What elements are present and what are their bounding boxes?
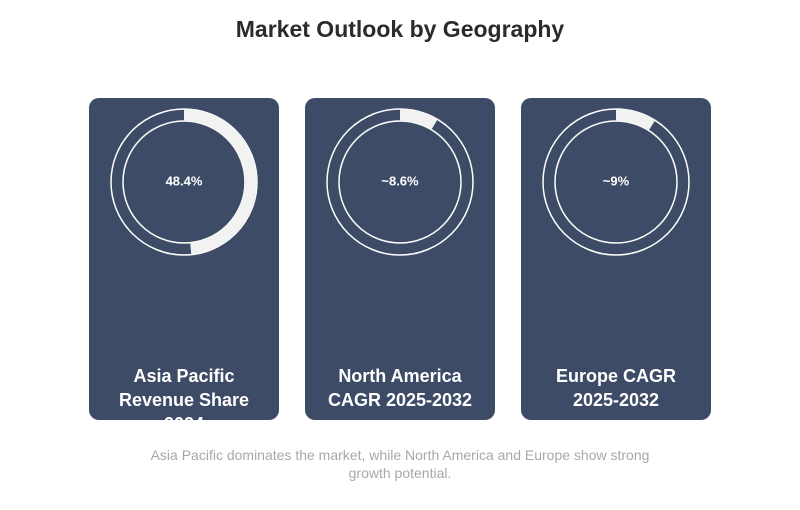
- footer-note: Asia Pacific dominates the market, while…: [150, 447, 650, 481]
- gauge: 48.4%: [110, 108, 258, 256]
- gauge-label: ~9%: [603, 173, 630, 188]
- gauge-arc: [399, 109, 438, 130]
- card-text: Europe CAGR 2025-2032 Strong growth prosp…: [521, 364, 711, 478]
- card: 48.4% Asia Pacific Revenue Share 2024 Larg…: [89, 98, 279, 501]
- card-description: Strong growth prospects with vegan formu…: [550, 425, 682, 477]
- gauge-arc: [183, 109, 257, 255]
- card-title: North America CAGR 2025-2032: [327, 366, 473, 410]
- card: ~8.6% North America CAGR 2025-2032 Strong …: [305, 98, 495, 477]
- gauge-label: 48.4%: [166, 173, 203, 188]
- gauge: ~8.6%: [326, 108, 474, 256]
- card-description: Largest region with USD 24.1 billion by …: [124, 449, 244, 501]
- card-title: Asia Pacific Revenue Share 2024: [118, 366, 250, 434]
- page-title: Market Outlook by Geography: [235, 16, 565, 42]
- card-description: Strong growth prospects with vegan formu…: [334, 425, 466, 477]
- card-text: Asia Pacific Revenue Share 2024 Largest r…: [89, 364, 279, 502]
- card-text: North America CAGR 2025-2032 Strong growt…: [305, 364, 495, 478]
- gauge-label: ~8.6%: [381, 173, 419, 188]
- card-title: Europe CAGR 2025-2032: [555, 366, 676, 410]
- gauge-arc: [615, 109, 656, 131]
- card: ~9% Europe CAGR 2025-2032 Strong growth pr…: [521, 98, 711, 477]
- gauge: ~9%: [542, 108, 690, 256]
